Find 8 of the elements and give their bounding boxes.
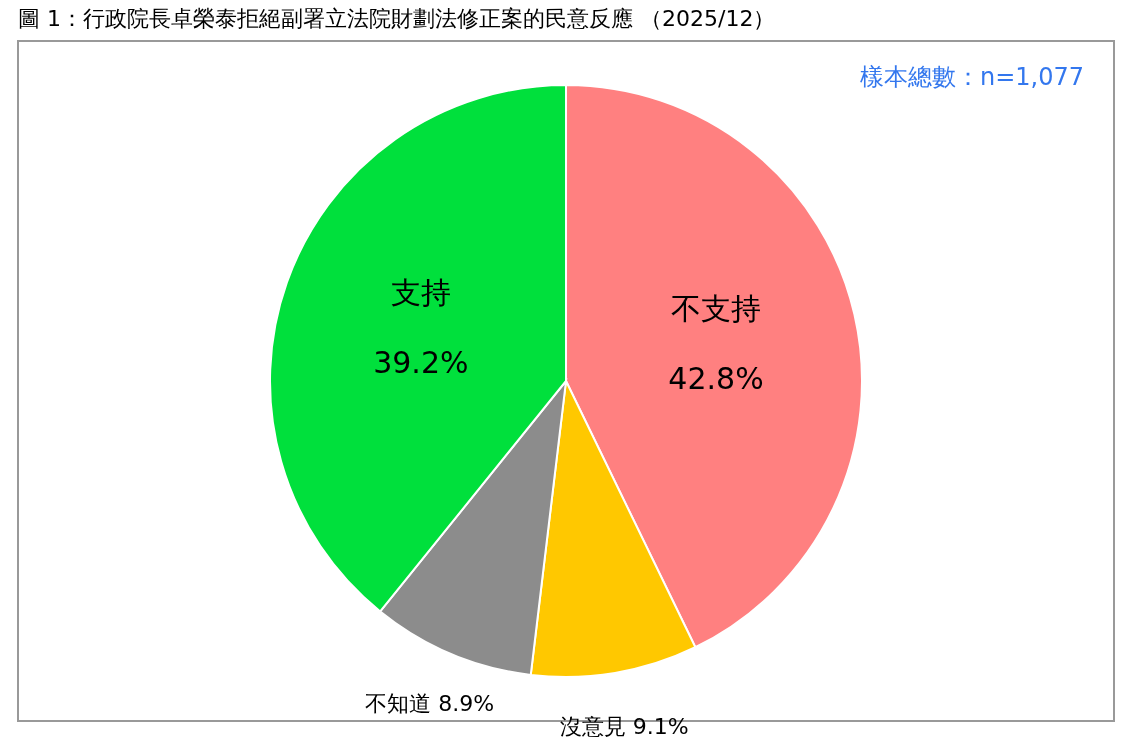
slice-label: 不支持 bbox=[671, 291, 761, 327]
slice-label: 沒意見 9.1% bbox=[559, 714, 689, 740]
slice-label: 不知道 8.9% bbox=[365, 691, 495, 717]
slice-label: 支持 bbox=[390, 274, 451, 310]
data-label: 42.8% bbox=[668, 361, 764, 397]
chart-title: 圖 1：行政院長卓榮泰拒絕副署立法院財劃法修正案的民意反應 （2025/12） bbox=[18, 6, 776, 31]
text: 樣本總數：n=1,077 bbox=[859, 63, 1084, 91]
data-label: 39.2% bbox=[373, 344, 469, 380]
